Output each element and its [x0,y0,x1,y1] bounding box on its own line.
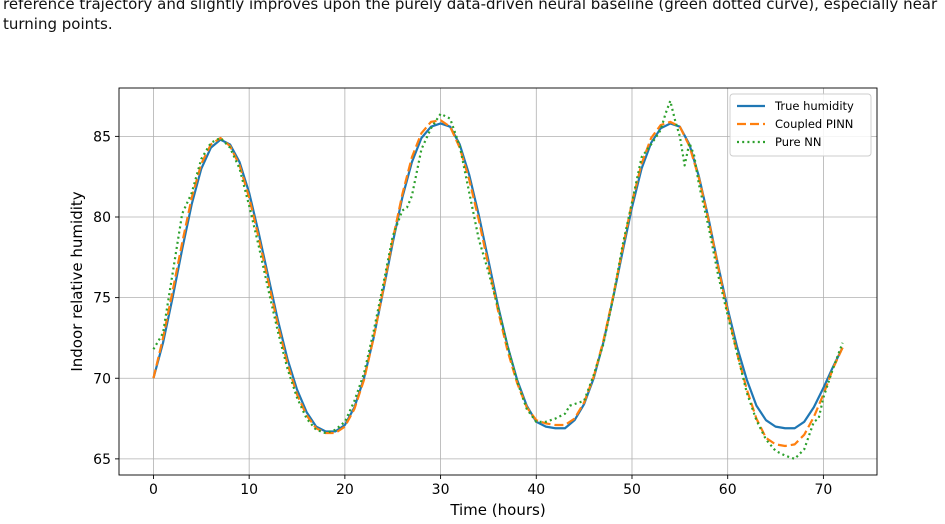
plot-series [152,99,844,460]
caption-line-2: turning points. [3,15,113,33]
series-line-3 [152,99,844,460]
x-tick-label: 30 [432,482,450,498]
x-tick-label: 10 [240,482,258,498]
x-tick-label: 70 [814,482,832,498]
x-tick-label: 40 [527,482,545,498]
figure-caption: reference trajectory and slightly improv… [3,0,942,34]
legend-box [729,93,872,157]
legend-label-3: Pure NN [775,135,821,149]
y-tick-label: 85 [93,129,111,145]
series-line-1 [152,122,844,433]
axis-ticks: 0 10 20 30 40 50 60 70 65 70 75 80 85 [93,129,832,498]
y-tick-label: 65 [93,452,111,468]
x-tick-label: 60 [719,482,737,498]
caption-line-1: reference trajectory and slightly improv… [3,0,938,13]
x-axis-label: Time (hours) [449,501,545,519]
grid-lines [119,88,877,475]
legend-label-2: Coupled PINN [775,117,853,131]
legend: True humidity Coupled PINN Pure NN [729,93,872,157]
y-tick-label: 80 [93,210,111,226]
y-tick-label: 75 [93,291,111,307]
x-tick-label: 20 [336,482,354,498]
plot-frame [118,87,878,476]
legend-label-1: True humidity [774,99,854,113]
x-tick-label: 0 [149,482,158,498]
y-axis-label: Indoor relative humidity [68,191,86,371]
x-tick-label: 50 [623,482,641,498]
y-tick-label: 70 [93,371,111,387]
series-line-2 [152,119,844,448]
